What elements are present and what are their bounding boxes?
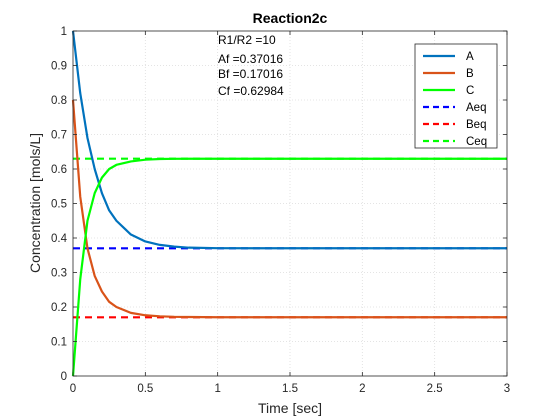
annotation-bf: Bf =0.17016 — [218, 67, 283, 81]
annotation-af: Af =0.37016 — [218, 52, 283, 66]
x-tick-label: 1.5 — [282, 383, 298, 395]
y-tick-label: 0.6 — [51, 164, 67, 176]
annotation-cf: Cf =0.62984 — [218, 84, 284, 98]
x-tick-label: 0.5 — [137, 383, 153, 395]
y-tick-label: 0 — [61, 371, 67, 383]
legend-label-c: C — [466, 85, 474, 97]
legend-label-aeq: Aeq — [466, 102, 486, 114]
x-tick-label: 3 — [504, 383, 510, 395]
legend-label-beq: Beq — [466, 119, 486, 131]
legend-label-a: A — [466, 51, 474, 63]
x-tick-label: 0 — [70, 383, 76, 395]
chart-title: Reaction2c — [253, 10, 328, 26]
y-tick-label: 0.5 — [51, 199, 67, 211]
annotation-ratio: R1/R2 =10 — [218, 33, 276, 47]
legend-box — [414, 43, 498, 149]
y-tick-label: 0.7 — [51, 130, 67, 142]
series-group — [71, 30, 507, 377]
x-tick-label: 2 — [359, 383, 365, 395]
legend-label-b: B — [466, 68, 474, 80]
series-line-a — [71, 30, 507, 250]
y-axis-label: Concentration [mols/L] — [27, 133, 43, 273]
legend: ABC Aeq Beq Ceq — [414, 43, 498, 149]
y-tick-label: 0.8 — [51, 95, 67, 107]
y-tick-label: 0.2 — [51, 302, 67, 314]
y-tick-label: 0.1 — [51, 337, 67, 349]
legend-label-ceq: Ceq — [466, 136, 487, 148]
y-tick-label: 0.4 — [51, 233, 68, 245]
y-tick-label: 0.3 — [51, 268, 67, 280]
series-line-b — [71, 99, 507, 319]
y-tick-label: 0.9 — [51, 61, 67, 73]
y-tick-label: 1 — [61, 26, 67, 38]
x-axis-label: Time [sec] — [258, 400, 322, 416]
x-tick-label: 2.5 — [427, 383, 443, 395]
ticks: 0 0.5 1 1.5 2 2.5 3 0 0.1 0.2 0.3 0.4 0.5 0.6 0.7 0.8 0.… — [51, 26, 510, 395]
x-tick-label: 1 — [214, 383, 220, 395]
series-line-c — [71, 157, 507, 377]
grid — [73, 31, 507, 376]
